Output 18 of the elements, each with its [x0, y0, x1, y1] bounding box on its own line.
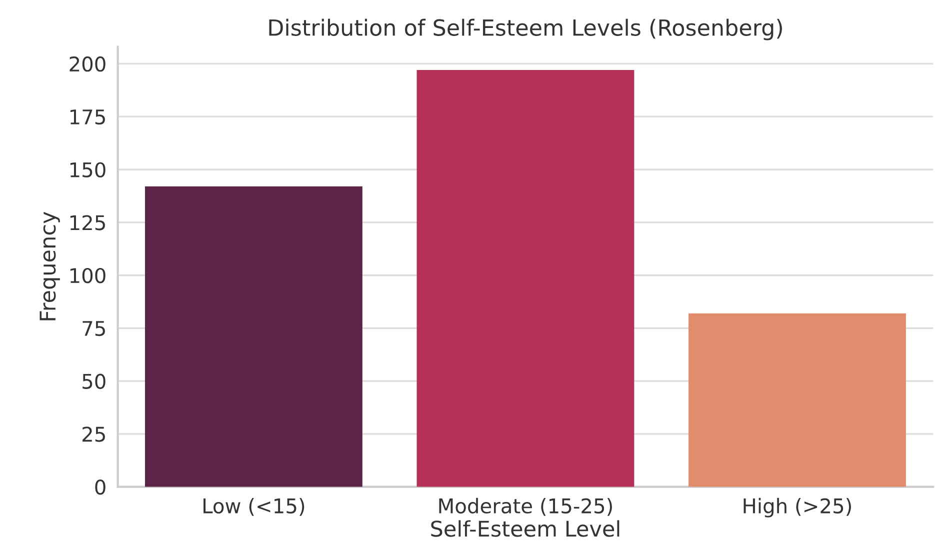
x-tick-label: Low (<15) [204, 498, 304, 516]
y-tick-label: 0 [95, 480, 106, 495]
y-tick-label: 175 [70, 110, 105, 125]
x-tick-label: High (>25) [744, 498, 851, 518]
y-tick-label: 75 [82, 321, 105, 336]
y-tick-label: 200 [70, 56, 106, 72]
y-tick-label: 150 [70, 162, 106, 178]
bar [416, 70, 634, 487]
y-tick-label: 50 [82, 374, 106, 389]
x-tick-label: Moderate (15-25) [439, 498, 612, 516]
x-axis-title: Self-Esteem Level [431, 520, 620, 537]
y-tick-label: 125 [70, 215, 105, 230]
chart-title: Distribution of Self-Esteem Levels (Rosenberg) [269, 18, 782, 40]
y-axis-title: Frequency [40, 212, 60, 320]
y-tick-label: 25 [82, 426, 105, 442]
y-tick-label: 100 [70, 268, 106, 284]
bar [144, 186, 362, 487]
bar [688, 313, 906, 487]
